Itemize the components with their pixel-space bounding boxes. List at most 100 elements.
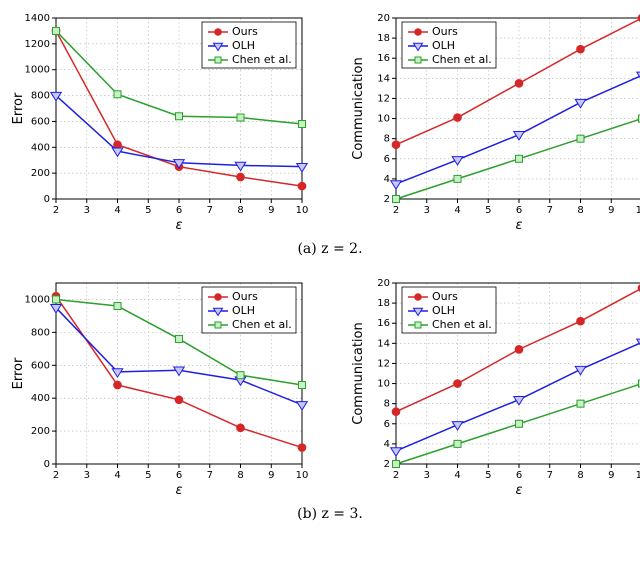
svg-text:Chen et al.: Chen et al.: [432, 318, 492, 331]
svg-text:1200: 1200: [25, 39, 50, 50]
svg-text:200: 200: [31, 168, 50, 179]
svg-text:18: 18: [377, 298, 390, 309]
svg-text:400: 400: [31, 142, 50, 153]
svg-text:14: 14: [377, 73, 390, 84]
svg-text:Communication: Communication: [351, 57, 366, 159]
svg-text:6: 6: [176, 470, 182, 481]
svg-text:7: 7: [207, 205, 213, 216]
svg-text:3: 3: [424, 470, 430, 481]
svg-text:2: 2: [53, 470, 59, 481]
svg-text:20: 20: [377, 13, 390, 24]
svg-text:4: 4: [114, 205, 120, 216]
svg-text:6: 6: [384, 419, 390, 430]
svg-text:9: 9: [608, 470, 614, 481]
svg-text:10: 10: [377, 114, 390, 125]
svg-text:10: 10: [636, 470, 640, 481]
panel-a-communication: 2 3 4 5 6 7 8 9 10 2 4 6 8 10 12 14 16 18 20 ε Communication…: [350, 10, 640, 235]
svg-text:10: 10: [377, 379, 390, 390]
svg-text:ε: ε: [515, 218, 522, 233]
svg-text:800: 800: [31, 327, 50, 338]
svg-text:8: 8: [384, 134, 390, 145]
svg-text:Error: Error: [11, 92, 26, 124]
svg-text:7: 7: [547, 470, 553, 481]
svg-text:4: 4: [454, 470, 460, 481]
svg-text:ε: ε: [515, 483, 522, 498]
svg-text:8: 8: [577, 470, 583, 481]
svg-text:9: 9: [268, 205, 274, 216]
svg-text:2: 2: [393, 205, 399, 216]
svg-text:4: 4: [384, 439, 390, 450]
svg-text:8: 8: [577, 205, 583, 216]
svg-text:5: 5: [485, 470, 491, 481]
svg-text:7: 7: [207, 470, 213, 481]
caption-b: (b) z = 3.: [10, 506, 640, 522]
svg-text:Chen et al.: Chen et al.: [432, 53, 492, 66]
svg-text:3: 3: [84, 205, 90, 216]
svg-text:ε: ε: [175, 483, 182, 498]
svg-text:16: 16: [377, 53, 390, 64]
svg-text:10: 10: [636, 205, 640, 216]
svg-text:7: 7: [547, 205, 553, 216]
svg-text:2: 2: [384, 194, 390, 205]
svg-text:600: 600: [31, 360, 50, 371]
svg-text:5: 5: [485, 205, 491, 216]
svg-text:5: 5: [145, 470, 151, 481]
svg-text:2: 2: [393, 470, 399, 481]
svg-text:10: 10: [296, 470, 309, 481]
svg-text:12: 12: [377, 93, 390, 104]
svg-text:ε: ε: [175, 218, 182, 233]
svg-text:20: 20: [377, 278, 390, 289]
svg-text:6: 6: [176, 205, 182, 216]
svg-text:12: 12: [377, 358, 390, 369]
svg-text:200: 200: [31, 426, 50, 437]
svg-text:Ours: Ours: [232, 25, 258, 38]
svg-text:3: 3: [424, 205, 430, 216]
svg-text:8: 8: [384, 399, 390, 410]
svg-text:5: 5: [145, 205, 151, 216]
svg-text:6: 6: [384, 154, 390, 165]
svg-text:9: 9: [268, 470, 274, 481]
svg-text:Ours: Ours: [432, 25, 458, 38]
row-b: 234567891002004006008001000εErrorOursOLH…: [10, 275, 640, 500]
svg-text:6: 6: [516, 470, 522, 481]
svg-text:Ours: Ours: [232, 290, 258, 303]
svg-text:0: 0: [44, 459, 50, 470]
svg-text:16: 16: [377, 318, 390, 329]
panel-a-error: 2 3 4 5 6 7 8 9 10 0 200 400 600 800 1000 1200 1400 ε Erro…: [10, 10, 310, 235]
row-a: 2 3 4 5 6 7 8 9 10 0 200 400 600 800 1000 1200 1400 ε Erro…: [10, 10, 640, 235]
svg-text:14: 14: [377, 338, 390, 349]
svg-text:18: 18: [377, 33, 390, 44]
svg-text:4: 4: [384, 174, 390, 185]
svg-text:OLH: OLH: [432, 39, 455, 52]
svg-text:OLH: OLH: [432, 304, 455, 317]
svg-text:3: 3: [84, 470, 90, 481]
svg-text:1000: 1000: [25, 65, 50, 76]
svg-text:8: 8: [237, 470, 243, 481]
svg-text:10: 10: [296, 205, 309, 216]
svg-text:8: 8: [237, 205, 243, 216]
svg-text:9: 9: [608, 205, 614, 216]
svg-text:OLH: OLH: [232, 39, 255, 52]
svg-text:4: 4: [114, 470, 120, 481]
panel-b-communication: 2 3 4 5 6 7 8 9 10 2 4 6 8 10 12 14 16 18 20 ε Communication…: [350, 275, 640, 500]
svg-text:Error: Error: [11, 357, 26, 389]
svg-text:6: 6: [516, 205, 522, 216]
svg-text:800: 800: [31, 91, 50, 102]
svg-text:Ours: Ours: [432, 290, 458, 303]
svg-text:4: 4: [454, 205, 460, 216]
svg-text:600: 600: [31, 116, 50, 127]
svg-text:1400: 1400: [25, 13, 50, 24]
figure-grid: 23456789100200400600800100012001400εErro…: [10, 10, 640, 536]
svg-text:OLH: OLH: [232, 304, 255, 317]
svg-text:2: 2: [53, 205, 59, 216]
svg-text:1000: 1000: [25, 294, 50, 305]
caption-a: (a) z = 2.: [10, 241, 640, 257]
svg-text:2: 2: [384, 459, 390, 470]
svg-text:400: 400: [31, 393, 50, 404]
caption-a-text: (a) z = 2.: [297, 241, 362, 257]
caption-b-text: (b) z = 3.: [297, 506, 363, 522]
panel-b-error: 2 3 4 5 6 7 8 9 10 0 200 400 600 800 1000 ε Error OursOLH…: [10, 275, 310, 500]
svg-text:Chen et al.: Chen et al.: [232, 318, 292, 331]
svg-text:0: 0: [44, 194, 50, 205]
svg-text:Communication: Communication: [351, 322, 366, 424]
